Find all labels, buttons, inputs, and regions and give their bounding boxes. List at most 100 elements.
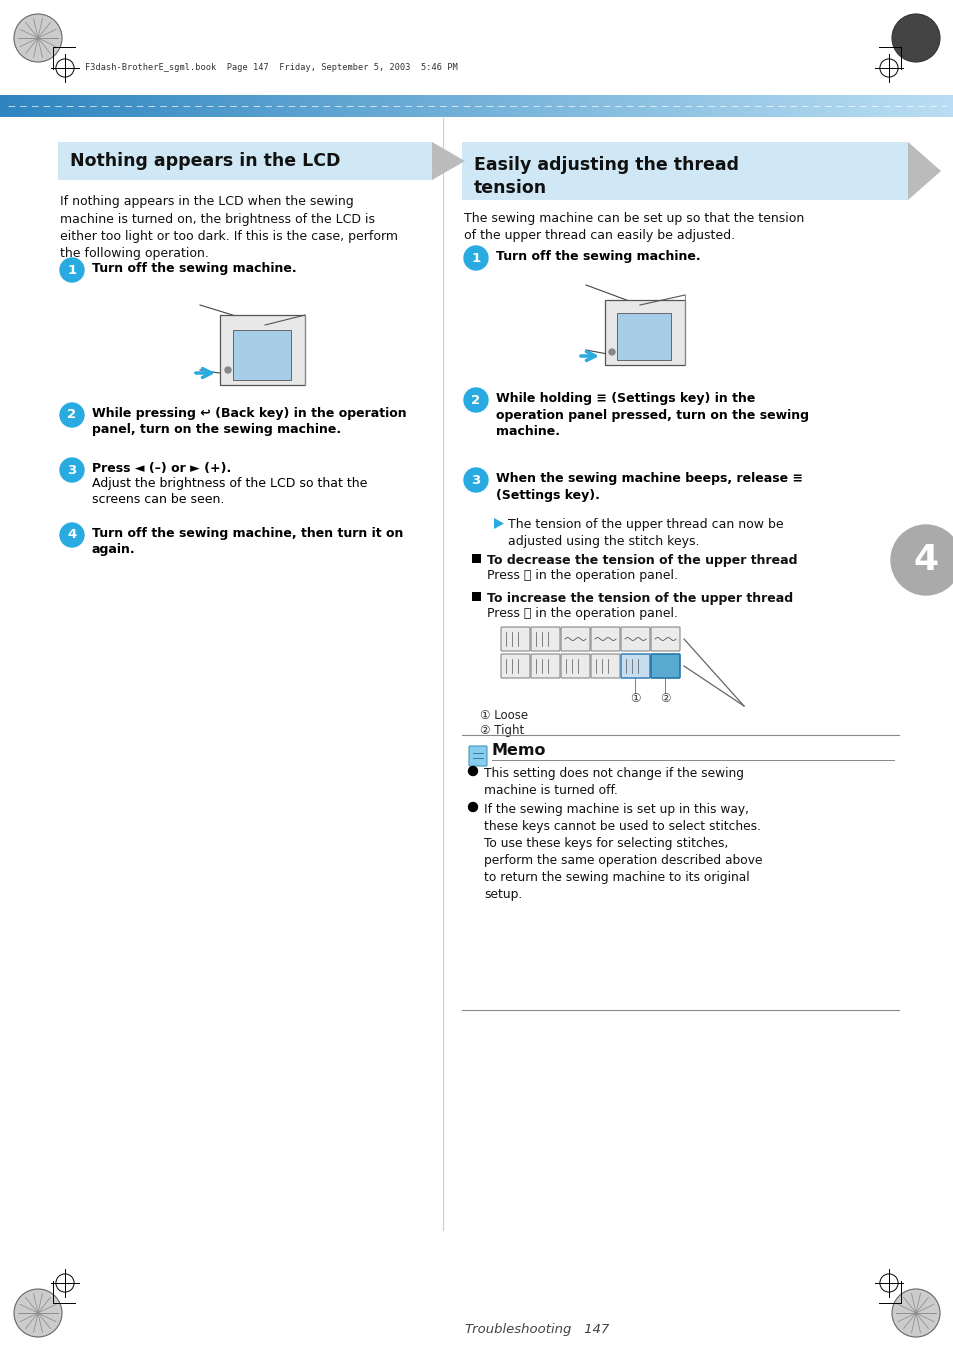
Bar: [619, 95, 624, 118]
Bar: [639, 95, 643, 118]
Bar: [148, 95, 152, 118]
Bar: [19, 95, 24, 118]
Bar: [386, 95, 391, 118]
Bar: [500, 95, 505, 118]
Bar: [119, 95, 124, 118]
Circle shape: [14, 14, 62, 62]
Text: 1: 1: [471, 251, 480, 265]
Bar: [762, 95, 767, 118]
FancyBboxPatch shape: [604, 300, 684, 365]
Bar: [629, 95, 634, 118]
Bar: [272, 95, 276, 118]
Bar: [14, 95, 19, 118]
Bar: [567, 95, 572, 118]
Bar: [181, 95, 186, 118]
Bar: [357, 95, 362, 118]
Bar: [191, 95, 195, 118]
Bar: [805, 95, 810, 118]
Bar: [891, 95, 896, 118]
Circle shape: [225, 367, 231, 373]
Bar: [105, 95, 110, 118]
Bar: [334, 95, 338, 118]
Circle shape: [463, 246, 488, 270]
Text: If nothing appears in the LCD when the sewing
machine is turned on, the brightne: If nothing appears in the LCD when the s…: [60, 195, 397, 261]
Bar: [67, 95, 71, 118]
Text: This setting does not change if the sewing
machine is turned off.: This setting does not change if the sewi…: [483, 767, 743, 797]
Bar: [739, 95, 743, 118]
Bar: [581, 95, 586, 118]
Bar: [95, 95, 100, 118]
Bar: [229, 95, 233, 118]
Bar: [443, 95, 448, 118]
Bar: [62, 95, 67, 118]
Bar: [467, 95, 472, 118]
Bar: [410, 95, 415, 118]
Bar: [705, 95, 710, 118]
FancyBboxPatch shape: [590, 654, 619, 678]
Bar: [753, 95, 758, 118]
Bar: [586, 95, 591, 118]
Bar: [472, 592, 480, 601]
Bar: [724, 95, 729, 118]
FancyBboxPatch shape: [461, 142, 908, 200]
Bar: [167, 95, 172, 118]
Bar: [605, 95, 610, 118]
Bar: [29, 95, 33, 118]
Bar: [767, 95, 772, 118]
Bar: [548, 95, 553, 118]
Bar: [777, 95, 781, 118]
Bar: [419, 95, 424, 118]
Bar: [839, 95, 843, 118]
Bar: [553, 95, 558, 118]
Bar: [624, 95, 629, 118]
Bar: [391, 95, 395, 118]
Bar: [791, 95, 796, 118]
Bar: [57, 95, 62, 118]
Bar: [286, 95, 291, 118]
Bar: [591, 95, 596, 118]
Bar: [543, 95, 548, 118]
Bar: [424, 95, 429, 118]
Bar: [453, 95, 457, 118]
Bar: [372, 95, 376, 118]
Bar: [205, 95, 210, 118]
Circle shape: [60, 258, 84, 282]
FancyBboxPatch shape: [560, 627, 589, 651]
Bar: [24, 95, 29, 118]
Bar: [486, 95, 491, 118]
Bar: [643, 95, 648, 118]
Text: ① Loose: ① Loose: [479, 709, 528, 721]
Bar: [295, 95, 300, 118]
Bar: [720, 95, 724, 118]
Circle shape: [468, 766, 477, 775]
FancyBboxPatch shape: [617, 313, 670, 359]
Text: While holding ≡ (Settings key) in the
operation panel pressed, turn on the sewin: While holding ≡ (Settings key) in the op…: [496, 392, 808, 438]
Bar: [243, 95, 248, 118]
Bar: [905, 95, 910, 118]
Bar: [496, 95, 500, 118]
Bar: [33, 95, 38, 118]
Text: 3: 3: [68, 463, 76, 477]
Bar: [610, 95, 615, 118]
Bar: [472, 554, 480, 563]
Text: To increase the tension of the upper thread: To increase the tension of the upper thr…: [486, 592, 792, 605]
Bar: [429, 95, 434, 118]
Bar: [505, 95, 510, 118]
Circle shape: [14, 1289, 62, 1337]
FancyBboxPatch shape: [500, 654, 530, 678]
FancyBboxPatch shape: [650, 627, 679, 651]
Circle shape: [60, 523, 84, 547]
Circle shape: [890, 526, 953, 594]
Polygon shape: [907, 142, 940, 200]
Bar: [176, 95, 181, 118]
Bar: [715, 95, 720, 118]
Bar: [110, 95, 114, 118]
Bar: [896, 95, 901, 118]
Circle shape: [468, 802, 477, 812]
Text: 2: 2: [68, 408, 76, 422]
Bar: [929, 95, 934, 118]
Bar: [867, 95, 872, 118]
Bar: [538, 95, 543, 118]
Bar: [152, 95, 157, 118]
Bar: [86, 95, 91, 118]
